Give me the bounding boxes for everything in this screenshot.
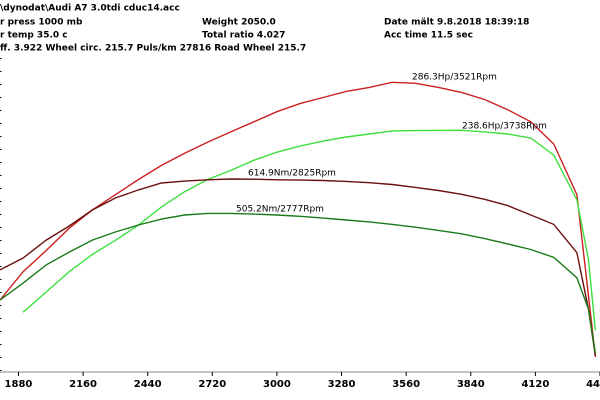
header-field: r temp 35.0 c (0, 31, 68, 41)
header-field: Total ratio 4.027 (202, 31, 285, 41)
x-tick-label: 2440 (134, 379, 162, 390)
x-tick-label: 3280 (328, 379, 356, 390)
x-tick-label: 3000 (263, 379, 291, 390)
series-line (22, 129, 597, 331)
header-field: Weight 2050.0 (202, 18, 276, 28)
x-tick-label: 4400 (586, 379, 600, 390)
header-field: Acc time 11.5 sec (384, 31, 473, 41)
series-line (0, 81, 597, 357)
x-tick-label: 1880 (5, 379, 33, 390)
x-tick-label: 3840 (457, 379, 485, 390)
series-line (0, 212, 597, 354)
series-line (0, 178, 597, 357)
peak-annotation: 286.3Hp/3521Rpm (412, 73, 497, 83)
header-field: Date mält 9.8.2018 18:39:18 (384, 18, 529, 28)
peak-annotation: 505.2Nm/2777Rpm (236, 205, 324, 215)
file-name: \dynodat\Audi A7 3.0tdi cduc14.acc (0, 4, 180, 14)
x-tick-label: 2720 (198, 379, 226, 390)
peak-annotation: 614.9Nm/2825Rpm (248, 169, 336, 179)
x-tick-label: 3560 (392, 379, 420, 390)
header-field: r press 1000 mb (0, 18, 83, 28)
x-tick-label: 2160 (69, 379, 97, 390)
x-tick-label: 4120 (521, 379, 549, 390)
peak-annotation: 238.6Hp/3738Rpm (462, 122, 547, 132)
header-field: ff. 3.922 Wheel circ. 215.7 Puls/km 2781… (0, 44, 306, 54)
